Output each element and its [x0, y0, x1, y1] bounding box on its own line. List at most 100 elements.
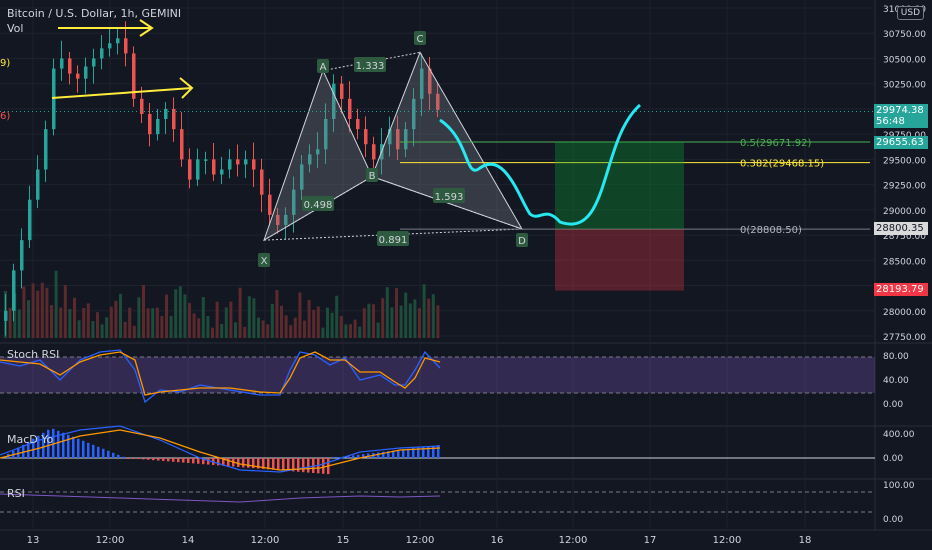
candle-body: [284, 214, 288, 225]
candle-body: [68, 58, 72, 74]
pattern-line-bd: [371, 176, 523, 230]
volume-bar: [63, 284, 67, 338]
candle-body: [84, 66, 88, 79]
volume-bar: [349, 324, 352, 338]
pattern-ratio-label: 0.498: [304, 200, 333, 211]
fib-level-label: 0(28808.50): [740, 225, 802, 236]
candle-body: [92, 58, 96, 67]
macd-histogram-bar: [432, 445, 435, 458]
price-tick-label: 28000.00: [883, 308, 926, 318]
volume-bar: [289, 325, 293, 338]
rsi-tick-label: 100.00: [883, 481, 915, 491]
volume-bar: [413, 299, 417, 338]
volume-bar: [82, 307, 86, 338]
volume-bar: [155, 307, 159, 338]
macd-histogram-bar: [252, 458, 255, 469]
price-tick-label: 30250.00: [883, 81, 926, 91]
candle-body: [308, 154, 312, 165]
macd-histogram-bar: [97, 446, 100, 458]
macd-histogram-bar: [92, 444, 95, 458]
volume-bar: [91, 321, 95, 338]
macd-tick-label: 0.00: [883, 454, 903, 464]
pattern-ratio-box: [377, 231, 409, 246]
candle-body: [196, 159, 200, 180]
macd-histogram-bar: [422, 446, 425, 458]
volume-bar: [27, 300, 30, 338]
macd-histogram-bar: [357, 454, 360, 458]
macd-histogram-bar: [62, 432, 65, 458]
macd-title: MacD Yo: [7, 433, 54, 446]
volume-bar: [358, 326, 362, 338]
macd-histogram-bar: [337, 457, 340, 458]
macd-histogram-bar: [42, 432, 45, 458]
macd-histogram-bar: [22, 444, 25, 458]
volume-bar: [73, 297, 76, 338]
candle-body: [20, 240, 24, 271]
volume-bar: [224, 307, 228, 338]
macd-histogram-bar: [267, 458, 270, 470]
candle-body: [12, 270, 16, 311]
volume-bar: [114, 300, 118, 338]
candle-body: [172, 108, 176, 130]
pattern-point-label-b: B: [369, 171, 376, 182]
candle-body: [404, 129, 408, 150]
volume-bar: [238, 287, 242, 338]
macd-histogram-bar: [192, 458, 195, 464]
volume-bar: [307, 299, 311, 338]
macd-histogram-bar: [82, 440, 85, 458]
macd-histogram-bar: [167, 458, 170, 462]
macd-histogram-bar: [27, 441, 30, 458]
time-tick-label: 14: [182, 535, 195, 546]
candle-body: [140, 98, 144, 114]
volume-bar: [188, 303, 191, 338]
volume-bar: [45, 287, 49, 338]
macd-histogram-bar: [142, 458, 145, 460]
macd-histogram-bar: [102, 448, 105, 458]
volume-bar: [422, 284, 426, 338]
macd-histogram-bar: [112, 452, 115, 458]
fib-level-label: 0.5(29671.92): [740, 138, 812, 149]
macd-histogram-bar: [32, 438, 35, 458]
pattern-point-box: [258, 253, 270, 267]
candle-body: [4, 310, 8, 321]
macd-histogram-bar: [322, 458, 325, 474]
candle-body: [388, 129, 392, 145]
yellow-arrow-head-2: [179, 77, 194, 99]
macd-histogram-bar: [277, 458, 280, 471]
pattern-ratio-box: [433, 188, 465, 203]
volume-bar: [77, 320, 81, 338]
volume-bar: [339, 315, 343, 338]
candle-body: [180, 129, 184, 160]
candle-body: [116, 38, 120, 44]
macd-histogram-bar: [272, 458, 275, 470]
macd-histogram-bar: [187, 458, 190, 463]
macd-histogram-bar: [37, 435, 40, 458]
macd-histogram-bar: [352, 455, 355, 458]
volume-bar: [257, 317, 260, 338]
volume-bar: [160, 316, 164, 338]
rsi-line: [0, 493, 441, 503]
stoch-band: [0, 357, 875, 393]
volume-bar: [335, 295, 339, 338]
projected-path: [439, 103, 641, 226]
pattern-ratio-box: [354, 57, 386, 72]
currency-button[interactable]: USD: [896, 6, 924, 20]
volume-bar: [243, 326, 247, 338]
volume-bar: [362, 308, 366, 338]
macd-histogram-bar: [177, 458, 180, 463]
time-tick-label: 16: [491, 535, 504, 546]
macd-histogram-bar: [347, 455, 350, 458]
macd-histogram-bar: [402, 449, 405, 458]
candle-body: [396, 129, 400, 150]
volume-bar: [436, 305, 440, 338]
candle-body: [132, 53, 136, 99]
candle-body: [412, 98, 416, 130]
macd-histogram-bar: [47, 429, 50, 458]
candle-body: [428, 68, 432, 94]
time-tick-label: 12:00: [96, 535, 125, 546]
stoch-rsi-title: Stoch RSI: [7, 348, 60, 361]
volume-bar: [418, 308, 421, 338]
macd-histogram-bar: [262, 458, 265, 469]
candle-body: [260, 169, 264, 195]
